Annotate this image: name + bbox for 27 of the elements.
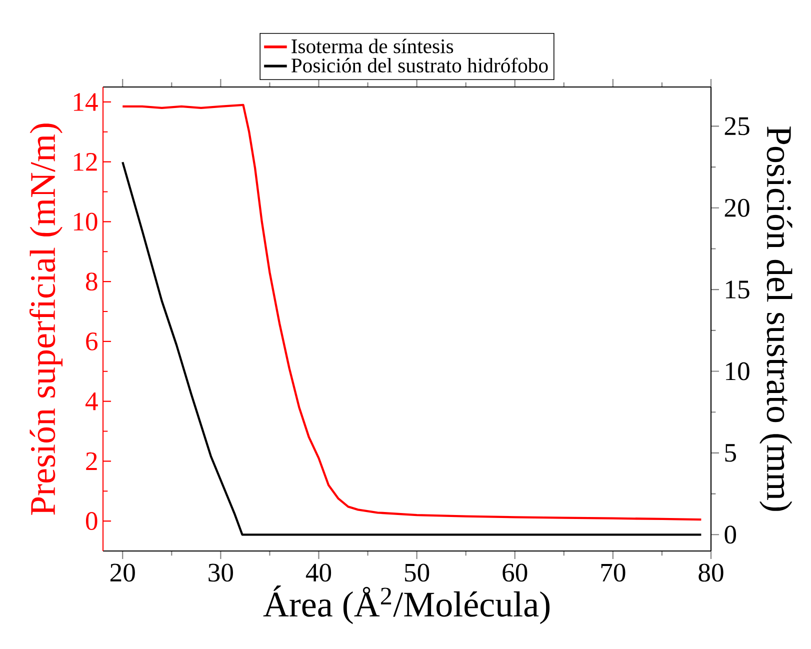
y2-tick-label: 20 [724,198,750,217]
y-tick-label: 8 [86,272,98,291]
y-tick-label: 0 [86,512,98,530]
x-tick-label: 80 [698,564,724,582]
legend-label: Posición del sustrato hidrófobo [291,58,548,73]
line-series [122,104,702,521]
y2-tick-label: 25 [724,117,750,136]
x-tick-label: 30 [208,564,233,582]
y-tick-label: 4 [85,392,98,410]
y2-tick-label: 15 [726,280,750,298]
y-tick-label: 14 [74,93,98,111]
y-tick-label: 10 [74,212,98,231]
x-tick-label: 50 [405,564,430,582]
x-tick-label: 20 [110,564,135,582]
y-tick-label: 2 [86,452,97,470]
x-axis-title: Área (Å$^{2}$/Molécula) [263,586,550,624]
y2-tick-label: 10 [726,362,750,380]
x-tick-label: 40 [306,564,332,582]
y2-tick-label: 0 [724,526,736,544]
y2-axis-title: Posición del sustrato (mm) [760,126,792,511]
legend-label: Isoterma de síntesis [292,38,454,54]
x-tick-label: 60 [502,564,528,582]
y-axis-title: Presión superficial (mN/m) [29,124,62,515]
x-tick-label: 70 [601,564,626,582]
y2-tick-label: 5 [725,444,736,462]
y-tick-label: 12 [74,153,97,171]
y-tick-label: 6 [86,332,98,350]
